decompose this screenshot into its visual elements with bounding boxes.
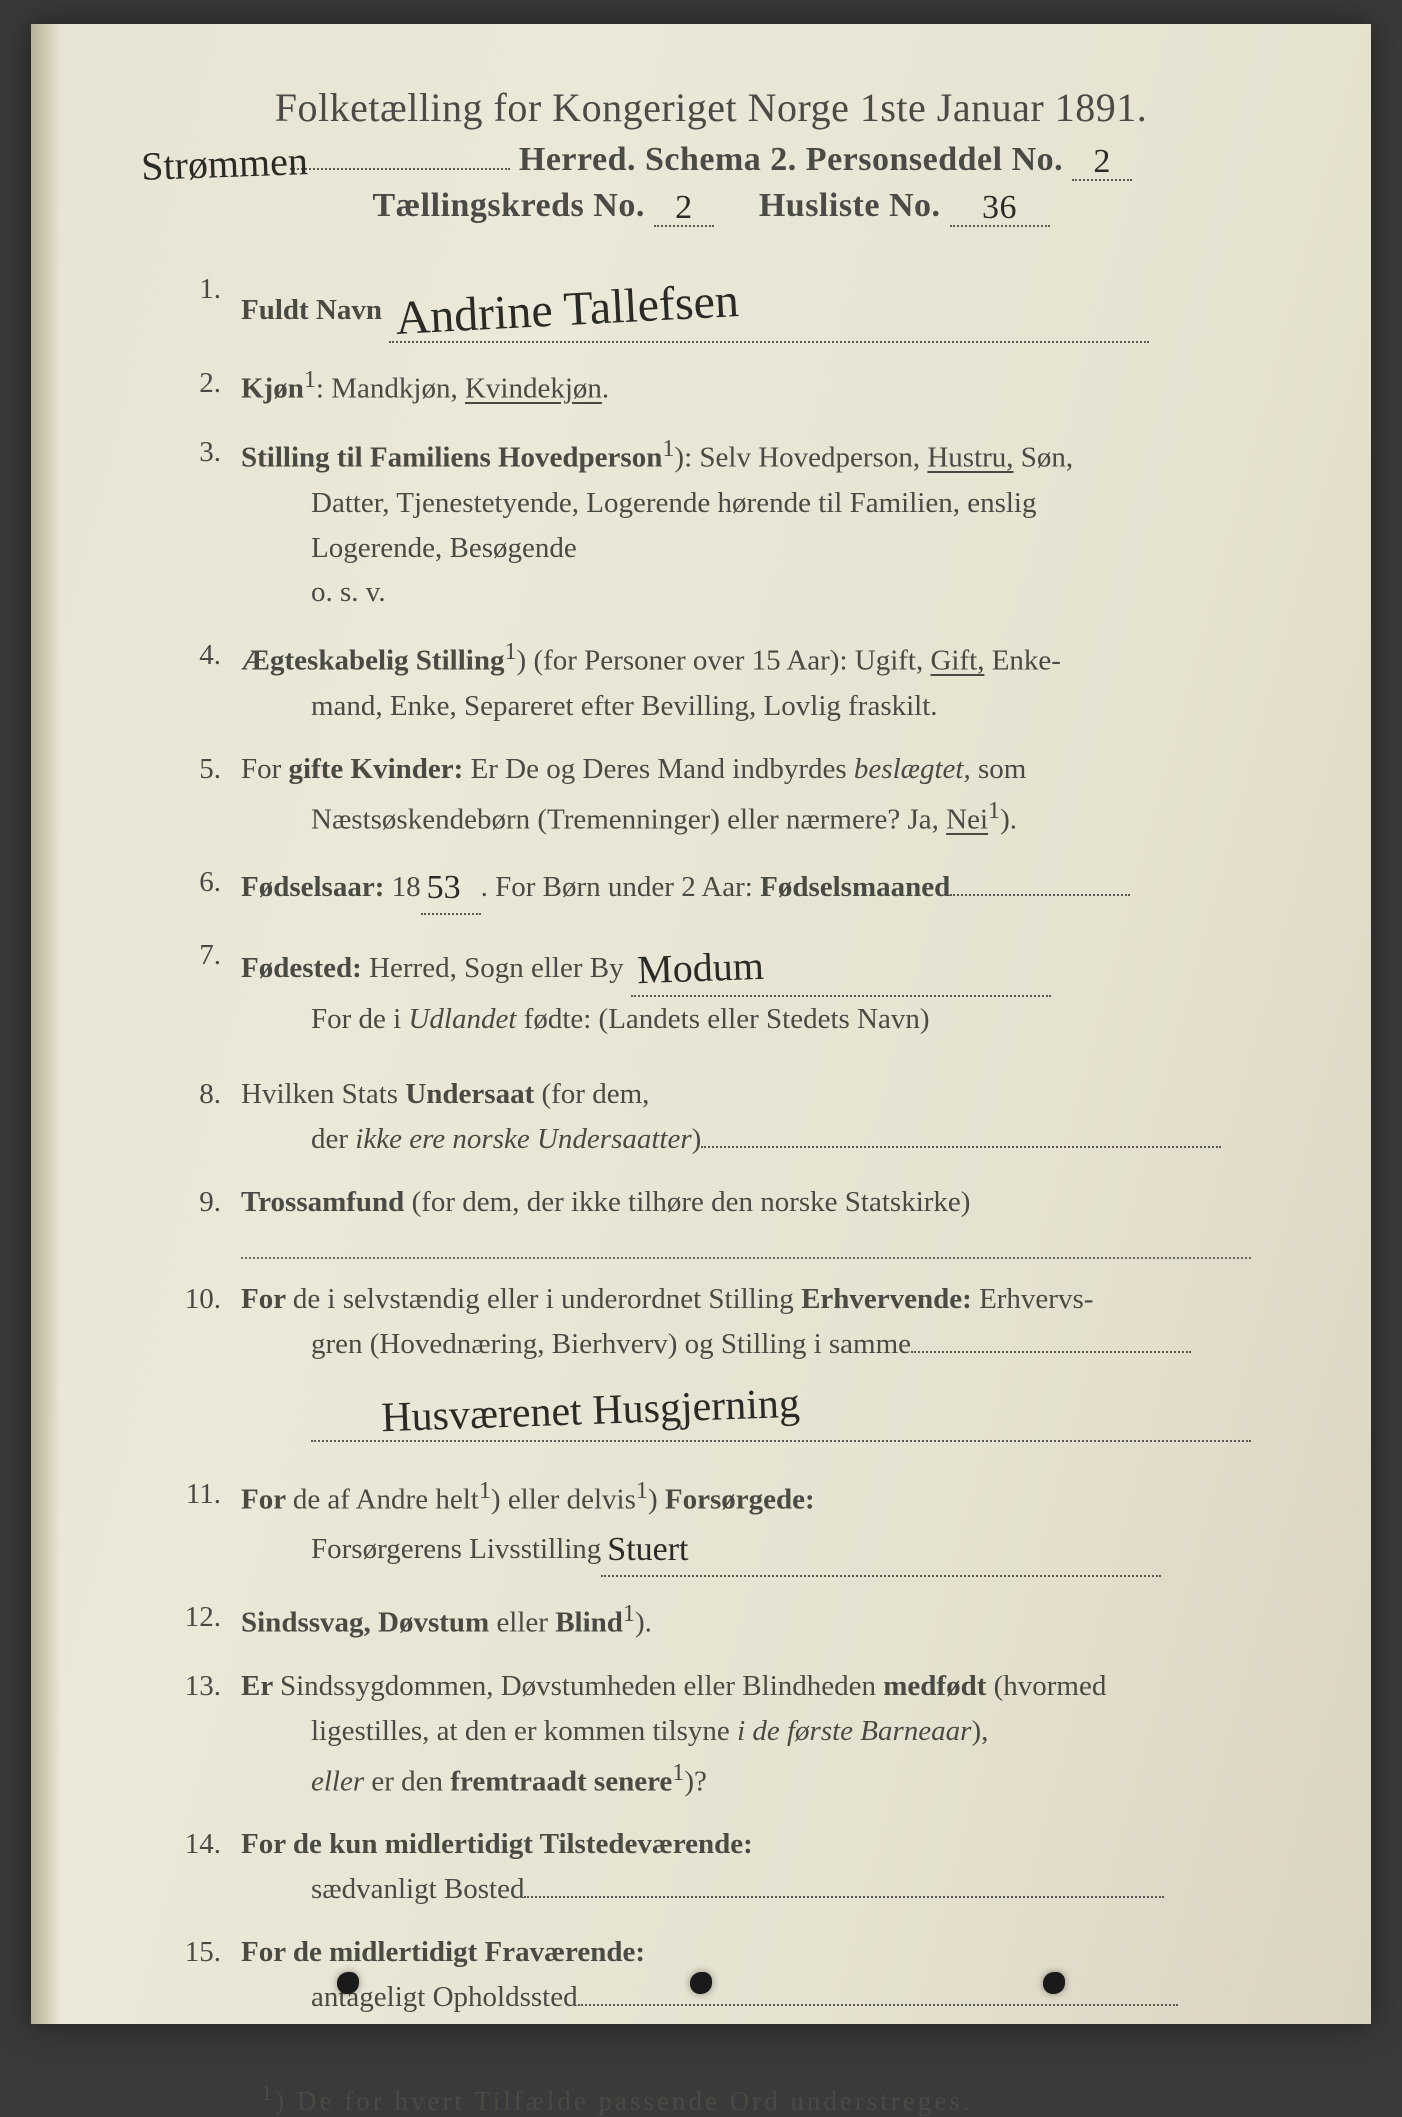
item-12-disability: Sindssvag, Døvstum eller Blind1).	[171, 1595, 1251, 1646]
related-selected: Nei	[946, 804, 988, 836]
sex-selected: Kvindekjøn	[465, 373, 602, 405]
item-8-citizenship: Hvilken Stats Undersaat (for dem, der ik…	[171, 1072, 1251, 1162]
item-1-name: Fuldt Navn Andrine Tallefsen	[171, 267, 1251, 343]
occupation-handwritten: Husværenet Husgjerning	[380, 1371, 801, 1451]
full-name-handwritten: Andrine Tallefsen	[394, 264, 741, 356]
relation-selected: Hustru,	[927, 442, 1013, 474]
item-13-congenital: Er Sindssygdommen, Døvstumheden eller Bl…	[171, 1664, 1251, 1804]
item-11-supported: For de af Andre helt1) eller delvis1) Fo…	[171, 1472, 1251, 1577]
birthplace-handwritten: Modum	[636, 935, 765, 1001]
item-5-related: For gifte Kvinder: Er De og Deres Mand i…	[171, 747, 1251, 843]
item-3-relation: Stilling til Familiens Hovedperson1): Se…	[171, 430, 1251, 615]
item-7-birthplace: Fødested: Herred, Sogn eller By Modum Fo…	[171, 933, 1251, 1042]
hole-icon	[337, 1972, 359, 1994]
header-line-3: Tællingskreds No. 2 Husliste No. 36	[171, 187, 1251, 227]
form-header: Folketælling for Kongeriget Norge 1ste J…	[171, 84, 1251, 227]
marital-selected: Gift,	[930, 645, 984, 677]
binding-holes	[31, 1972, 1371, 1994]
item-14-temp-present: For de kun midlertidigt Tilstedeværende:…	[171, 1822, 1251, 1912]
footnote: 1) De for hvert Tilfælde passende Ord un…	[171, 2080, 1251, 2117]
birthyear-handwritten: 53	[427, 862, 461, 915]
form-title: Folketælling for Kongeriget Norge 1ste J…	[171, 84, 1251, 131]
item-6-birthyear: Fødselsaar: 1853. For Børn under 2 Aar: …	[171, 860, 1251, 915]
provider-handwritten: Stuert	[607, 1524, 688, 1577]
item-2-sex: Kjøn1: Mandkjøn, Kvindekjøn.	[171, 361, 1251, 412]
hole-icon	[1043, 1972, 1065, 1994]
item-10-occupation: For de i selvstændig eller i underordnet…	[171, 1277, 1251, 1442]
item-4-marital: Ægteskabelig Stilling1) (for Personer ov…	[171, 633, 1251, 729]
herred-handwritten: Strømmen	[140, 137, 308, 190]
census-form-page: Folketælling for Kongeriget Norge 1ste J…	[31, 24, 1371, 2024]
item-9-religion: Trossamfund (for dem, der ikke tilhøre d…	[171, 1180, 1251, 1259]
hole-icon	[690, 1972, 712, 1994]
form-items: Fuldt Navn Andrine Tallefsen Kjøn1: Mand…	[171, 267, 1251, 2020]
header-line-2: Herred. Schema 2. Personseddel No. 2	[171, 141, 1251, 181]
